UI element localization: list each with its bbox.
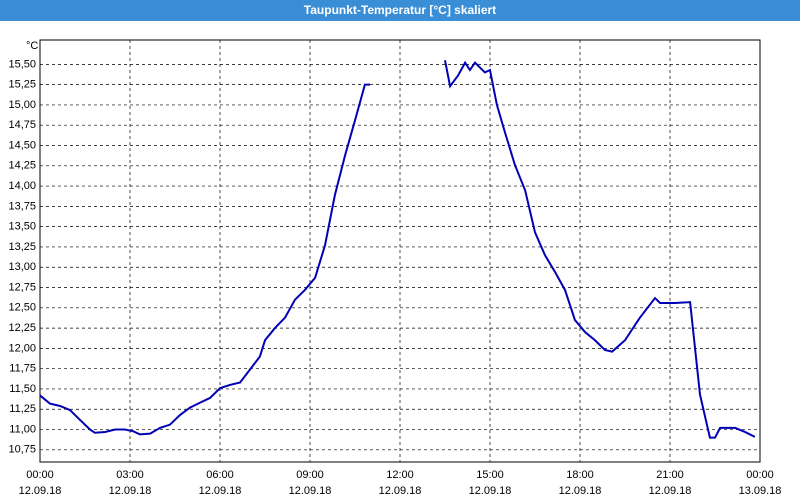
x-tick-date: 12.09.18: [289, 485, 332, 497]
data-line: [39, 60, 756, 439]
y-tick-label: 14,75: [8, 119, 36, 131]
y-tick-label: 11,75: [9, 363, 36, 375]
x-tick-label: 12:00: [386, 469, 414, 481]
y-tick-label: 12,25: [8, 322, 36, 334]
y-tick-label: 12,75: [8, 281, 36, 293]
x-tick-date: 12.09.18: [559, 485, 602, 497]
y-tick-label: 15,00: [8, 99, 36, 111]
x-tick-label: 15:00: [476, 469, 504, 481]
x-tick-date: 12.09.18: [199, 485, 242, 497]
x-tick-label: 00:00: [26, 469, 54, 481]
y-tick-label: 13,50: [8, 221, 36, 233]
y-tick-label: 11,25: [9, 403, 36, 415]
y-unit: °C: [26, 40, 38, 52]
y-tick-label: 13,00: [8, 261, 36, 273]
y-tick-label: 14,50: [8, 139, 36, 151]
y-tick-label: 13,25: [8, 241, 36, 253]
y-tick-label: 14,00: [8, 180, 36, 192]
x-tick-label: 06:00: [206, 469, 234, 481]
x-tick-label: 21:00: [656, 469, 684, 481]
x-tick-date: 13.09.18: [739, 485, 782, 497]
x-tick-date: 12.09.18: [649, 485, 692, 497]
x-tick-date: 12.09.18: [379, 485, 422, 497]
title-bar: [0, 0, 800, 21]
x-tick-date: 12.09.18: [109, 485, 152, 497]
x-tick-label: 03:00: [116, 469, 144, 481]
y-tick-label: 15,50: [8, 58, 36, 70]
y-tick-label: 13,75: [8, 200, 36, 212]
chart-title: Taupunkt-Temperatur [°C] skaliert: [304, 3, 496, 17]
x-tick-label: 18:00: [566, 469, 594, 481]
y-tick-label: 14,25: [8, 160, 36, 172]
y-tick-label: 11,50: [9, 383, 36, 395]
x-tick-date: 12.09.18: [19, 485, 62, 497]
y-tick-label: 10,75: [8, 444, 36, 456]
y-tick-label: 12,50: [8, 302, 36, 314]
x-tick-label: 00:00: [746, 469, 774, 481]
x-tick-label: 09:00: [296, 469, 324, 481]
y-tick-label: 12,00: [8, 342, 36, 354]
y-tick-label: 15,25: [8, 79, 36, 91]
x-tick-date: 12.09.18: [469, 485, 512, 497]
y-tick-label: 11,00: [9, 423, 36, 435]
